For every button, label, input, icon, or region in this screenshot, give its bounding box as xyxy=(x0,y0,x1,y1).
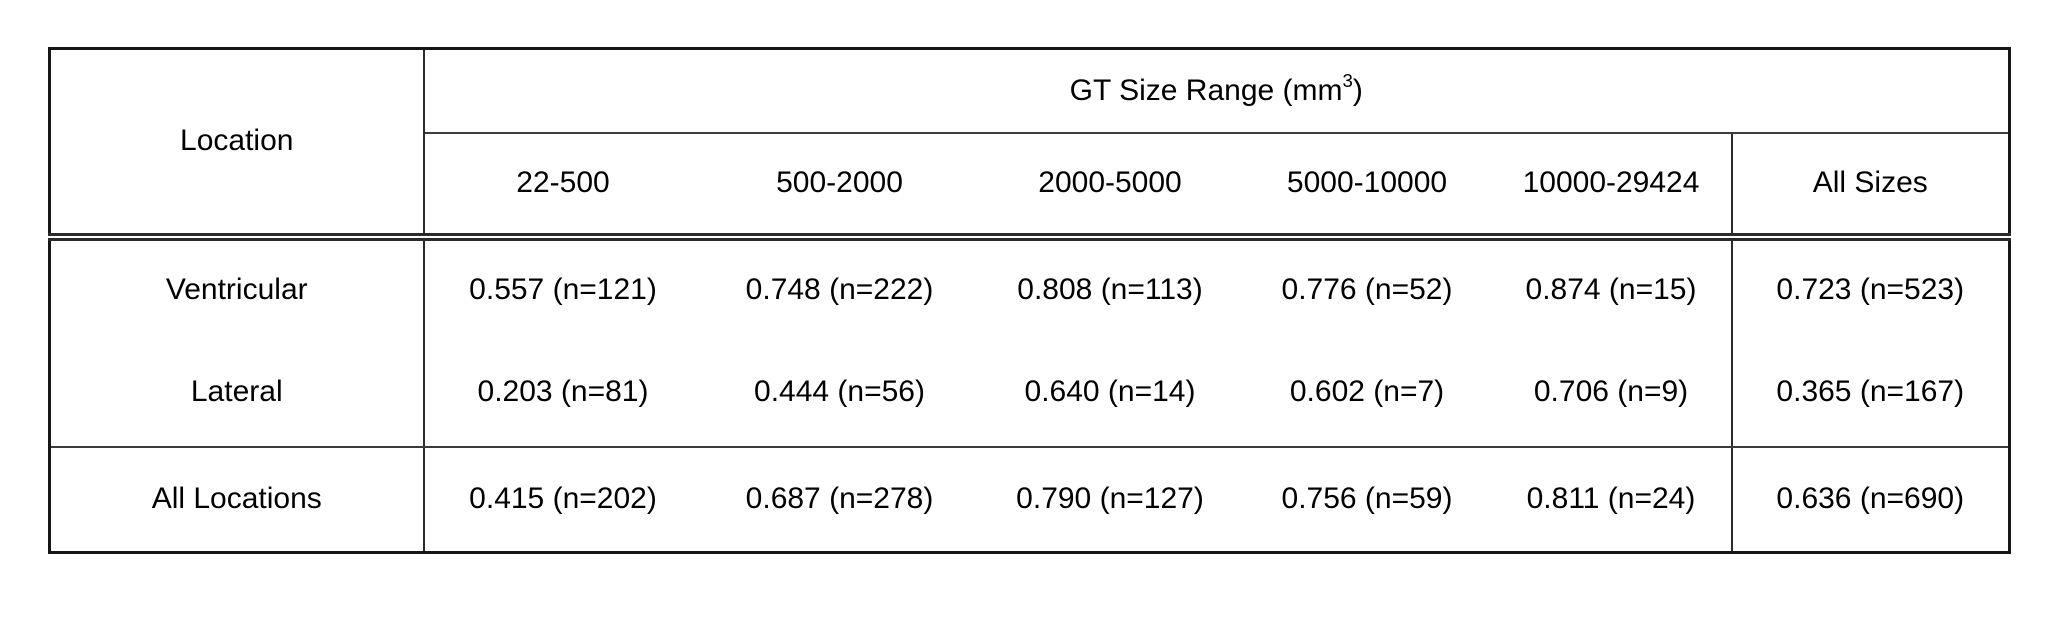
data-cell: 0.444 (n=56) xyxy=(701,338,978,448)
size-col-header-500-2000: 500-2000 xyxy=(701,132,978,241)
data-cell: 0.415 (n=202) xyxy=(469,482,657,516)
gt-size-range-close-paren: ) xyxy=(1352,73,1363,107)
data-cell: 0.687 (n=278) xyxy=(745,482,934,516)
data-cell: 0.756 (n=59) xyxy=(1281,482,1453,516)
top-header-row: Location GT Size Range (mm3) xyxy=(49,48,2010,241)
table-row-ventricular: Ventricular 0.557 (n=121) 0.748 (n=222) … xyxy=(49,236,2010,339)
table-row-lateral: Lateral 0.203 (n=81) 0.444 (n=56) 0.640 … xyxy=(49,338,2010,448)
gt-size-range-header: GT Size Range (mm3) xyxy=(423,48,2010,134)
location-column-header: Location xyxy=(49,48,425,241)
row-header-all-locations: All Locations xyxy=(49,446,425,553)
size-col-header-5000-10000: 5000-10000 xyxy=(1242,132,1492,241)
gt-size-range-text: GT Size Range (mm xyxy=(1069,73,1343,107)
row-header-lateral: Lateral xyxy=(49,338,425,448)
all-sizes-column-header: All Sizes xyxy=(1730,132,2010,241)
data-cell: 0.811 (n=24) xyxy=(1526,482,1696,516)
data-cell: 0.706 (n=9) xyxy=(1491,338,1732,448)
size-col-header-10000-29424: 10000-29424 xyxy=(1491,132,1732,241)
results-table: Location GT Size Range (mm3) 22-500 500-… xyxy=(48,47,2012,554)
data-cell: 0.557 (n=121) xyxy=(469,272,657,306)
superscript-3: 3 xyxy=(1342,69,1353,91)
row-header-ventricular: Ventricular xyxy=(49,236,425,339)
size-col-header-22-500: 22-500 xyxy=(423,132,702,241)
data-cell: 0.776 (n=52) xyxy=(1281,272,1453,306)
data-cell-all-sizes: 0.365 (n=167) xyxy=(1730,338,2010,448)
data-cell: 0.203 (n=81) xyxy=(423,338,702,448)
data-cell-all-sizes: 0.636 (n=690) xyxy=(1730,446,2010,553)
data-cell: 0.874 (n=15) xyxy=(1525,272,1697,306)
data-cell-all-sizes: 0.723 (n=523) xyxy=(1730,236,2010,339)
size-col-header-2000-5000: 2000-5000 xyxy=(977,132,1243,241)
data-cell: 0.640 (n=14) xyxy=(977,338,1243,448)
data-cell: 0.748 (n=222) xyxy=(745,272,934,306)
size-range-header-row: 22-500 500-2000 2000-5000 5000-10000 100… xyxy=(50,132,2010,241)
data-cell: 0.790 (n=127) xyxy=(1016,482,1204,516)
table-row-all-locations: All Locations 0.415 (n=202) 0.687 (n=278… xyxy=(49,446,2010,553)
data-cell: 0.808 (n=113) xyxy=(1017,272,1203,306)
data-cell: 0.602 (n=7) xyxy=(1242,338,1492,448)
